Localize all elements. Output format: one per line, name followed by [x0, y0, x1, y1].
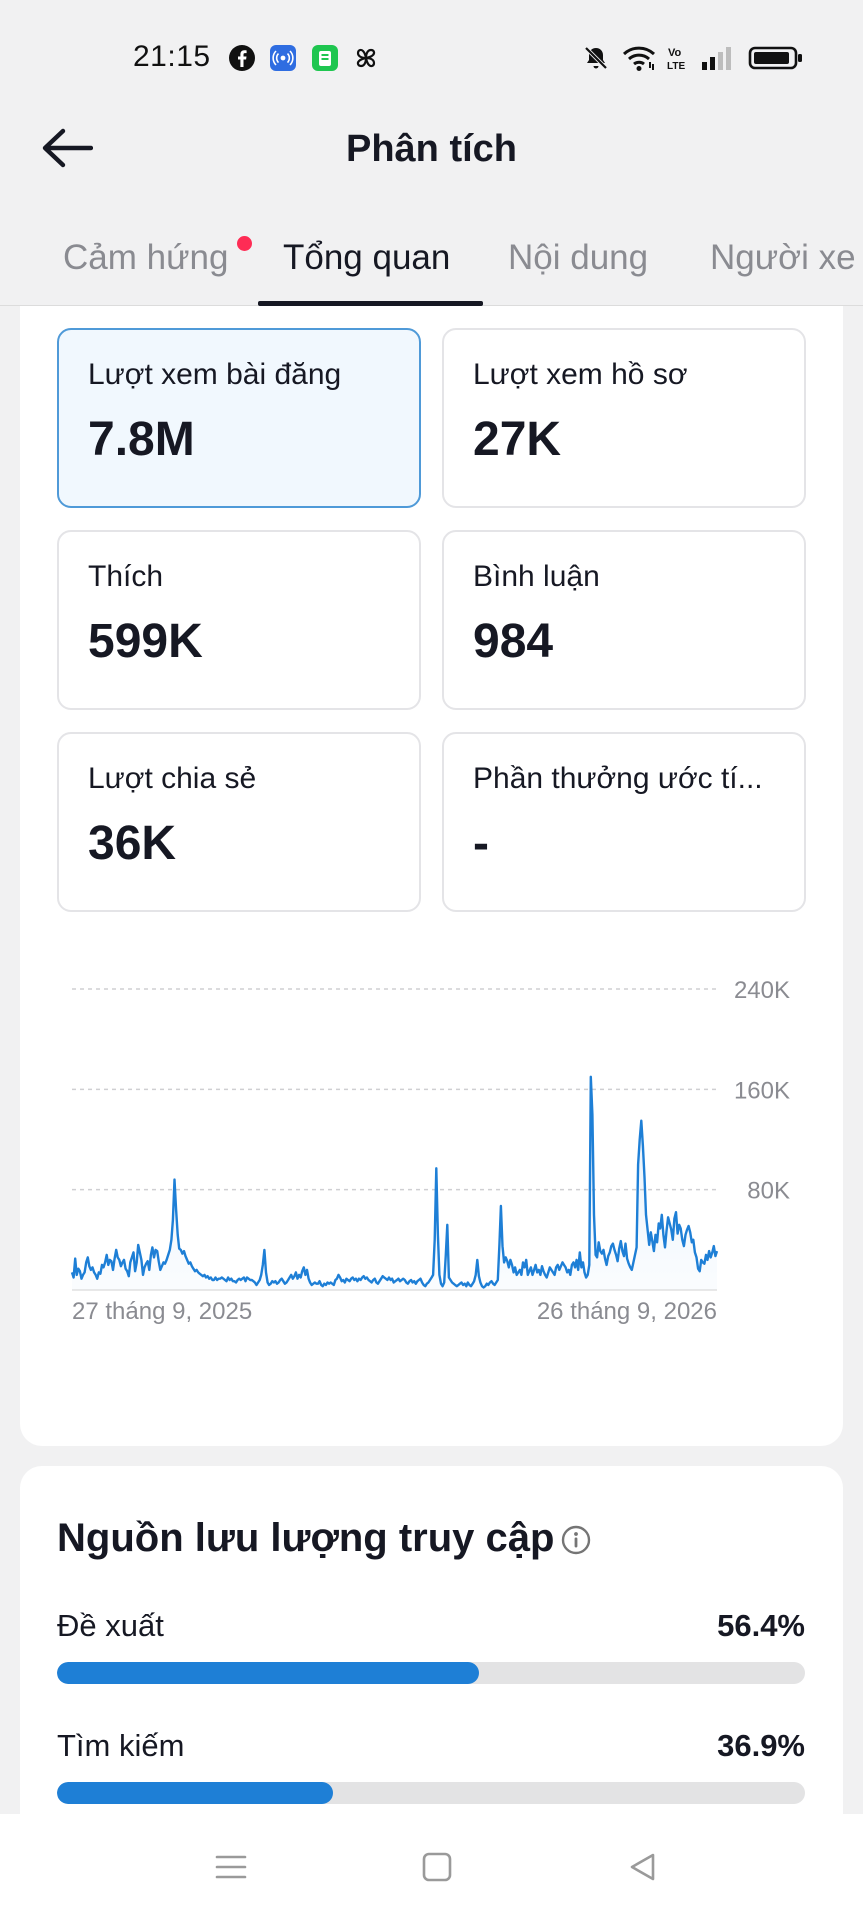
active-tab-indicator [258, 301, 483, 306]
series-line [70, 1075, 719, 1289]
page-title: Phân tích [345, 128, 518, 170]
metric-card-comments[interactable]: Bình luận 984 [442, 530, 806, 710]
traffic-source-row: Tìm kiếm 36.9% [57, 1728, 805, 1808]
green-app-icon [311, 44, 339, 72]
metric-card-estimated-rewards[interactable]: Phần thưởng ước tí... - [442, 732, 806, 912]
broadcast-app-icon [269, 44, 297, 72]
post-views-chart: 240K 160K 80K 27 tháng 9, 2025 26 tháng 9,… [20, 946, 843, 1325]
status-bar: 21:15 Vo LTE [0, 0, 863, 110]
svg-text:LTE: LTE [667, 61, 685, 72]
source-label: Đề xuất [57, 1608, 164, 1643]
series-area [72, 1076, 717, 1290]
back-button[interactable] [38, 122, 96, 174]
volte-icon: Vo LTE [666, 44, 690, 72]
tab-overview[interactable]: Tổng quan [283, 238, 451, 277]
bell-muted-icon [582, 44, 610, 72]
system-nav-bar [0, 1814, 863, 1920]
y-tick-label: 240K [734, 977, 790, 1004]
source-percent: 56.4% [717, 1608, 805, 1643]
section-title: Nguồn lưu lượng truy cập [57, 1516, 555, 1560]
home-button[interactable] [414, 1844, 460, 1890]
y-tick-label: 160K [734, 1077, 790, 1104]
metric-card-shares[interactable]: Lượt chia sẻ 36K [57, 732, 421, 912]
metric-label: Phần thưởng ước tí... [473, 762, 763, 795]
overview-panel: Lượt xem bài đăng 7.8M Lượt xem hồ sơ 27… [20, 306, 843, 1446]
metric-label: Bình luận [473, 560, 600, 593]
status-time: 21:15 [133, 40, 211, 73]
metric-value: 36K [88, 817, 177, 870]
signal-icon [700, 44, 734, 72]
back-nav-button[interactable] [620, 1844, 666, 1890]
source-label: Tìm kiếm [57, 1728, 185, 1763]
metric-card-profile-views[interactable]: Lượt xem hồ sơ 27K [442, 328, 806, 508]
tab-viewers[interactable]: Người xe [710, 238, 856, 277]
progress-fill [57, 1662, 479, 1684]
metric-label: Lượt xem bài đăng [88, 358, 342, 391]
wifi-icon [622, 44, 656, 72]
source-percent: 36.9% [717, 1728, 805, 1763]
metric-value: 27K [473, 413, 562, 466]
tab-content[interactable]: Nội dung [508, 238, 649, 277]
metric-value: - [473, 817, 489, 870]
menu-icon [215, 1855, 247, 1879]
traffic-source-row: Đề xuất 56.4% [57, 1608, 805, 1688]
metric-label: Thích [88, 560, 164, 593]
line-chart: 240K 160K 80K 27 tháng 9, 2025 26 tháng 9,… [70, 977, 790, 1325]
app-header: Phân tích [0, 110, 863, 190]
progress-fill [57, 1782, 333, 1804]
progress-track [57, 1662, 805, 1684]
notification-dot [237, 236, 252, 251]
metric-card-likes[interactable]: Thích 599K [57, 530, 421, 710]
tab-inspiration[interactable]: Cảm hứng [63, 238, 229, 277]
metric-label: Lượt xem hồ sơ [473, 358, 688, 391]
metric-value: 7.8M [88, 413, 195, 466]
menu-button[interactable] [208, 1844, 254, 1890]
metric-value: 599K [88, 615, 203, 668]
x-tick-end: 26 tháng 9, 2026 [537, 1298, 717, 1325]
svg-text:Vo: Vo [668, 47, 682, 59]
metric-value: 984 [473, 615, 554, 668]
progress-track [57, 1782, 805, 1804]
facebook-icon [228, 44, 256, 72]
traffic-sources-section: Nguồn lưu lượng truy cập Đề xuất 56.4% T… [20, 1466, 843, 1826]
metric-card-post-views[interactable]: Lượt xem bài đăng 7.8M [57, 328, 421, 508]
y-tick-label: 80K [747, 1178, 790, 1205]
back-triangle-icon [630, 1853, 655, 1881]
metric-label: Lượt chia sẻ [88, 762, 257, 795]
info-icon[interactable] [560, 1524, 592, 1556]
x-tick-start: 27 tháng 9, 2025 [72, 1298, 252, 1325]
pinwheel-icon [352, 44, 380, 72]
home-square-icon [422, 1852, 452, 1882]
tab-bar: Cảm hứng Tổng quan Nội dung Người xe [0, 220, 863, 306]
arrow-left-icon [42, 128, 93, 168]
battery-icon [748, 44, 804, 72]
